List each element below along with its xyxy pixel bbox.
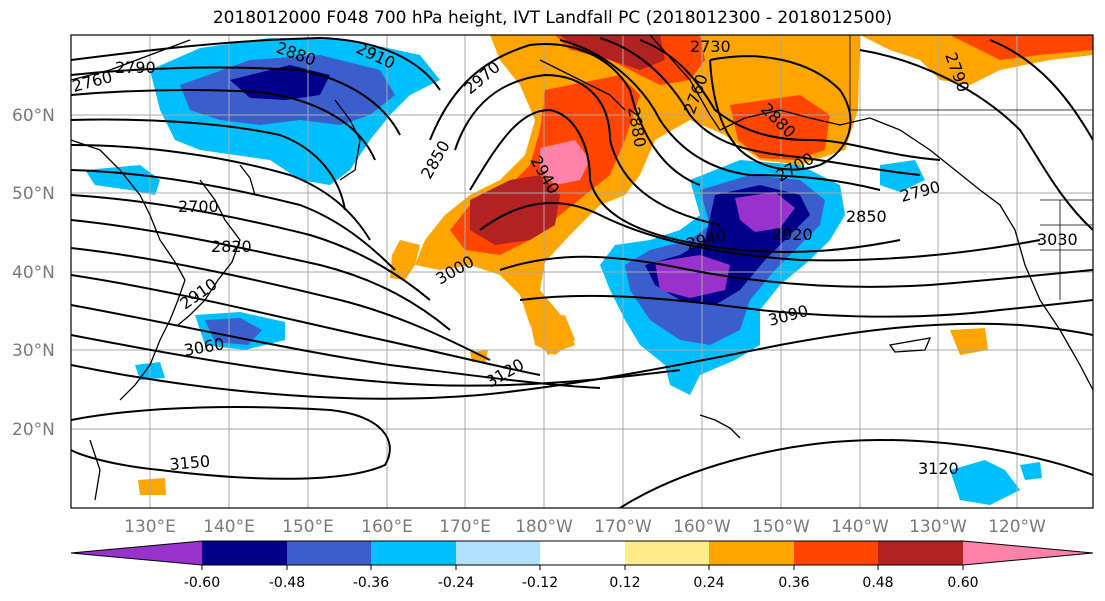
colorbar-segment	[371, 541, 456, 565]
colorbar-left-extension	[71, 541, 202, 565]
contour-label: 3030	[1037, 230, 1078, 249]
height-contours	[71, 36, 1093, 508]
contour-label: 2700	[178, 197, 219, 216]
lon-label: 180°W	[515, 517, 573, 537]
colorbar-segment	[287, 541, 371, 565]
colorbar-segment	[709, 541, 794, 565]
contour-label: 3120	[918, 459, 959, 478]
colorbar-tick-label: 0.60	[947, 575, 978, 591]
colorbar-tick-label: -0.60	[184, 575, 220, 591]
gridlines	[71, 35, 1093, 508]
colorbar-tick-label: 0.24	[693, 575, 724, 591]
lat-label: 50°N	[12, 184, 55, 204]
contour-label: 3150	[169, 452, 211, 474]
lon-label: 130°W	[909, 517, 967, 537]
latitude-labels: 60°N 50°N 40°N 30°N 20°N	[12, 106, 55, 440]
lon-label: 140°W	[831, 517, 889, 537]
colorbar-segment	[794, 541, 878, 565]
lon-label: 170°W	[594, 517, 652, 537]
map-area: 2880 2790 2760 2910 2730 2970 2880 2760 …	[71, 35, 1093, 508]
contour-label: 2850	[846, 207, 887, 226]
lon-label: 170°E	[439, 517, 491, 537]
lon-label: 120°W	[988, 517, 1046, 537]
ivt-negative-shading	[85, 38, 1042, 505]
colorbar-right-extension	[963, 541, 1093, 565]
colorbar-tick-label: 0.48	[862, 575, 893, 591]
colorbar-segment	[456, 541, 540, 565]
lat-label: 40°N	[12, 263, 55, 283]
lon-label: 130°E	[124, 517, 176, 537]
contour-label: 2790	[115, 58, 156, 77]
contour-label: 2730	[690, 37, 731, 56]
lon-label: 150°W	[752, 517, 810, 537]
colorbar-segment	[202, 541, 287, 565]
contour-label: 2820	[211, 237, 252, 256]
colorbar-segment	[878, 541, 963, 565]
colorbar-tick-label: -0.12	[522, 575, 558, 591]
longitude-labels: 130°E 140°E 150°E 160°E 170°E 180°W 170°…	[124, 517, 1046, 537]
colorbar-tick-label: 0.12	[609, 575, 640, 591]
map-title: 2018012000 F048 700 hPa height, IVT Land…	[212, 8, 893, 28]
lon-label: 160°W	[673, 517, 731, 537]
colorbar-tick-label: -0.36	[353, 575, 389, 591]
colorbar-segment	[625, 541, 709, 565]
colorbar-tick-label: -0.48	[269, 575, 305, 591]
lat-label: 20°N	[12, 420, 55, 440]
colorbar-tick-label: 0.36	[778, 575, 809, 591]
colorbar-segment	[540, 541, 625, 565]
colorbar: -0.60 -0.48 -0.36 -0.24 -0.12 0.12 0.24 …	[70, 540, 1094, 591]
lon-label: 140°E	[203, 517, 255, 537]
lon-label: 160°E	[361, 517, 413, 537]
contour-label: 2920	[772, 225, 813, 244]
lon-label: 150°E	[282, 517, 334, 537]
map-frame	[70, 34, 1094, 509]
lat-label: 60°N	[12, 106, 55, 126]
colorbar-tick-label: -0.24	[438, 575, 474, 591]
lat-label: 30°N	[12, 341, 55, 361]
